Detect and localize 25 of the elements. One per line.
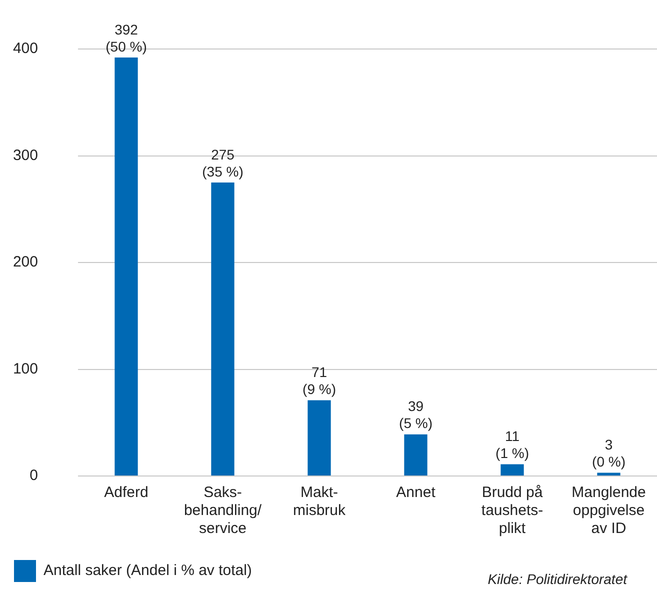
y-tick-label: 300 bbox=[12, 146, 38, 164]
data-label: 39 (5 %) bbox=[399, 398, 432, 432]
x-tick-label: Brudd på taushets- plikt bbox=[481, 484, 544, 538]
data-label: 11 (1 %) bbox=[496, 428, 529, 462]
x-tick-label: Makt- misbruk bbox=[292, 484, 346, 520]
y-tick-label: 100 bbox=[12, 360, 38, 378]
bar bbox=[114, 58, 138, 476]
y-tick-label: 400 bbox=[12, 40, 38, 58]
data-label: 3 (0 %) bbox=[592, 436, 626, 470]
bar bbox=[597, 472, 620, 476]
x-tick-label: Manglende oppgivelse av ID bbox=[572, 484, 646, 538]
y-tick-label: 0 bbox=[30, 467, 38, 484]
x-tick-label: Adferd bbox=[104, 484, 148, 502]
data-label: 275 (35 %) bbox=[202, 146, 244, 180]
bar bbox=[211, 182, 234, 476]
text: Kilde: Politidirektoratet bbox=[488, 570, 628, 587]
y-tick-label: 200 bbox=[12, 254, 38, 271]
bar bbox=[308, 400, 331, 476]
bar bbox=[500, 464, 524, 476]
x-tick-label: Annet bbox=[396, 484, 436, 502]
bar bbox=[404, 434, 428, 476]
data-label: 71 (9 %) bbox=[302, 364, 336, 398]
data-label: 392 (50 %) bbox=[106, 21, 147, 54]
x-tick-label: Saks- behandling/ service bbox=[184, 484, 262, 538]
legend-label: Antall saker (Andel i % av total) bbox=[44, 562, 252, 580]
